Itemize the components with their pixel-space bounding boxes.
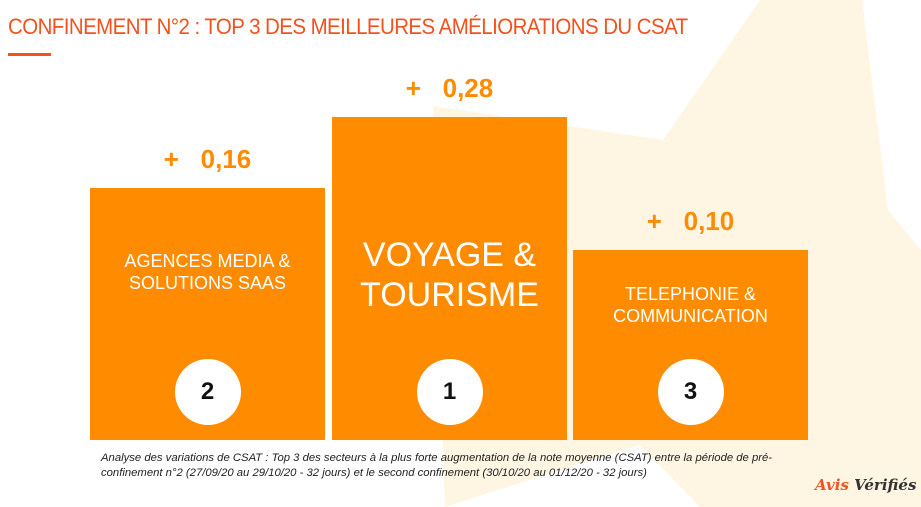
page-title: CONFINEMENT N°2 : TOP 3 DES MEILLEURES A… <box>8 14 688 39</box>
bar-category-label: TELEPHONIE & COMMUNICATION <box>573 283 808 327</box>
bar-category-line: COMMUNICATION <box>613 306 768 326</box>
rank-badge: 1 <box>416 359 483 425</box>
logo-part1: Avis <box>815 476 849 494</box>
bar-category-label: VOYAGE & TOURISME <box>332 235 567 315</box>
logo-part2: Vérifiés <box>854 476 917 494</box>
bar-category-line: SOLUTIONS SAAS <box>128 273 287 293</box>
value-label: + 0,16 <box>163 144 252 174</box>
bar-category-line: TOURISME <box>360 276 539 314</box>
bar-1: AGENCES MEDIA & SOLUTIONS SAAS 2 <box>90 188 325 440</box>
footnote: Analyse des variations de CSAT : Top 3 d… <box>101 452 773 479</box>
bar-category-line: TELEPHONIE & <box>624 284 757 304</box>
bar-category-label: AGENCES MEDIA & SOLUTIONS SAAS <box>90 250 325 294</box>
bar-3: TELEPHONIE & COMMUNICATION 3 <box>573 250 808 440</box>
value-label: + 0,28 <box>405 73 494 103</box>
title-underline <box>8 53 51 56</box>
rank-badge: 3 <box>657 359 724 425</box>
value-label: + 0,10 <box>646 206 735 236</box>
bar-2: VOYAGE & TOURISME 1 <box>332 117 567 440</box>
avis-verifies-logo: Avis Vérifiés <box>815 476 916 494</box>
rank-badge: 2 <box>174 359 241 425</box>
bar-category-line: VOYAGE & <box>362 236 537 274</box>
bar-category-line: AGENCES MEDIA & <box>124 251 291 271</box>
